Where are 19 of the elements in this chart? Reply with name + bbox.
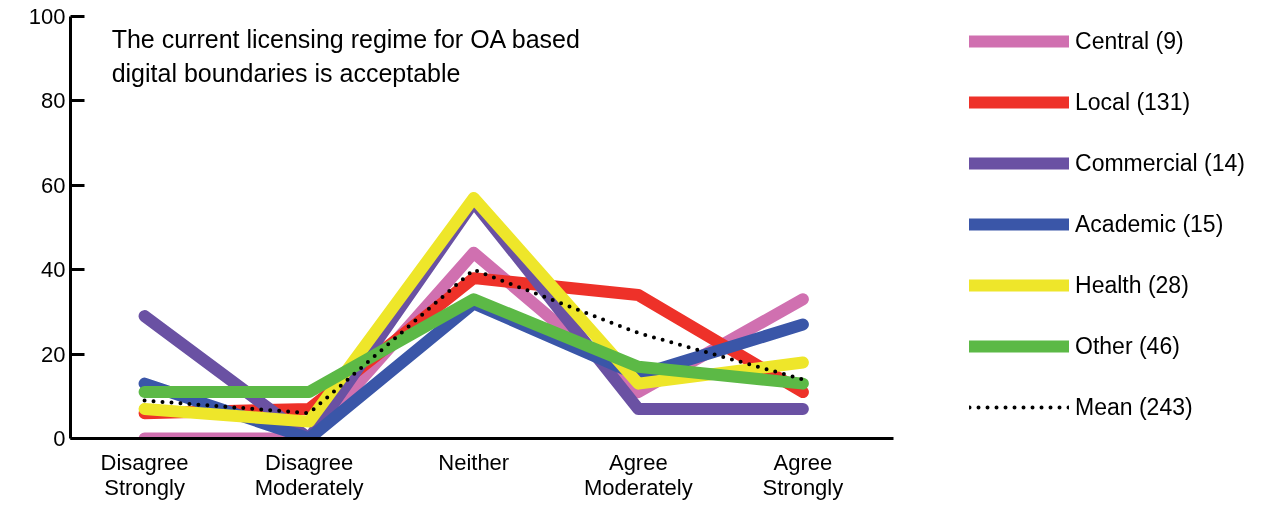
legend-label: Local (131) [1075, 88, 1191, 116]
y-tick-label: 100 [28, 4, 66, 29]
x-tick-label: Disagree Moderately [254, 449, 364, 500]
legend-label: Mean (243) [1075, 393, 1193, 421]
y-tick-label: 80 [41, 88, 66, 114]
x-tick-label: Agree Moderately [583, 449, 693, 500]
x-tick-label: Disagree Strongly [100, 449, 189, 500]
y-tick-label: 0 [53, 426, 66, 451]
legend-label: Central (9) [1075, 27, 1184, 55]
y-tick-label: 20 [41, 341, 66, 367]
legend-label: Other (46) [1075, 332, 1180, 360]
y-tick-label: 40 [41, 257, 66, 283]
legend-label: Health (28) [1075, 271, 1189, 299]
legend-label: Commercial (14) [1075, 149, 1245, 177]
y-tick-label: 60 [41, 172, 66, 198]
x-tick-label: Neither [438, 449, 510, 475]
text: The current licensing regime for OA based digital boundaries is acceptable [111, 24, 580, 87]
legend-label: Academic (15) [1075, 210, 1224, 238]
x-tick-label: Agree Strongly [762, 449, 844, 500]
